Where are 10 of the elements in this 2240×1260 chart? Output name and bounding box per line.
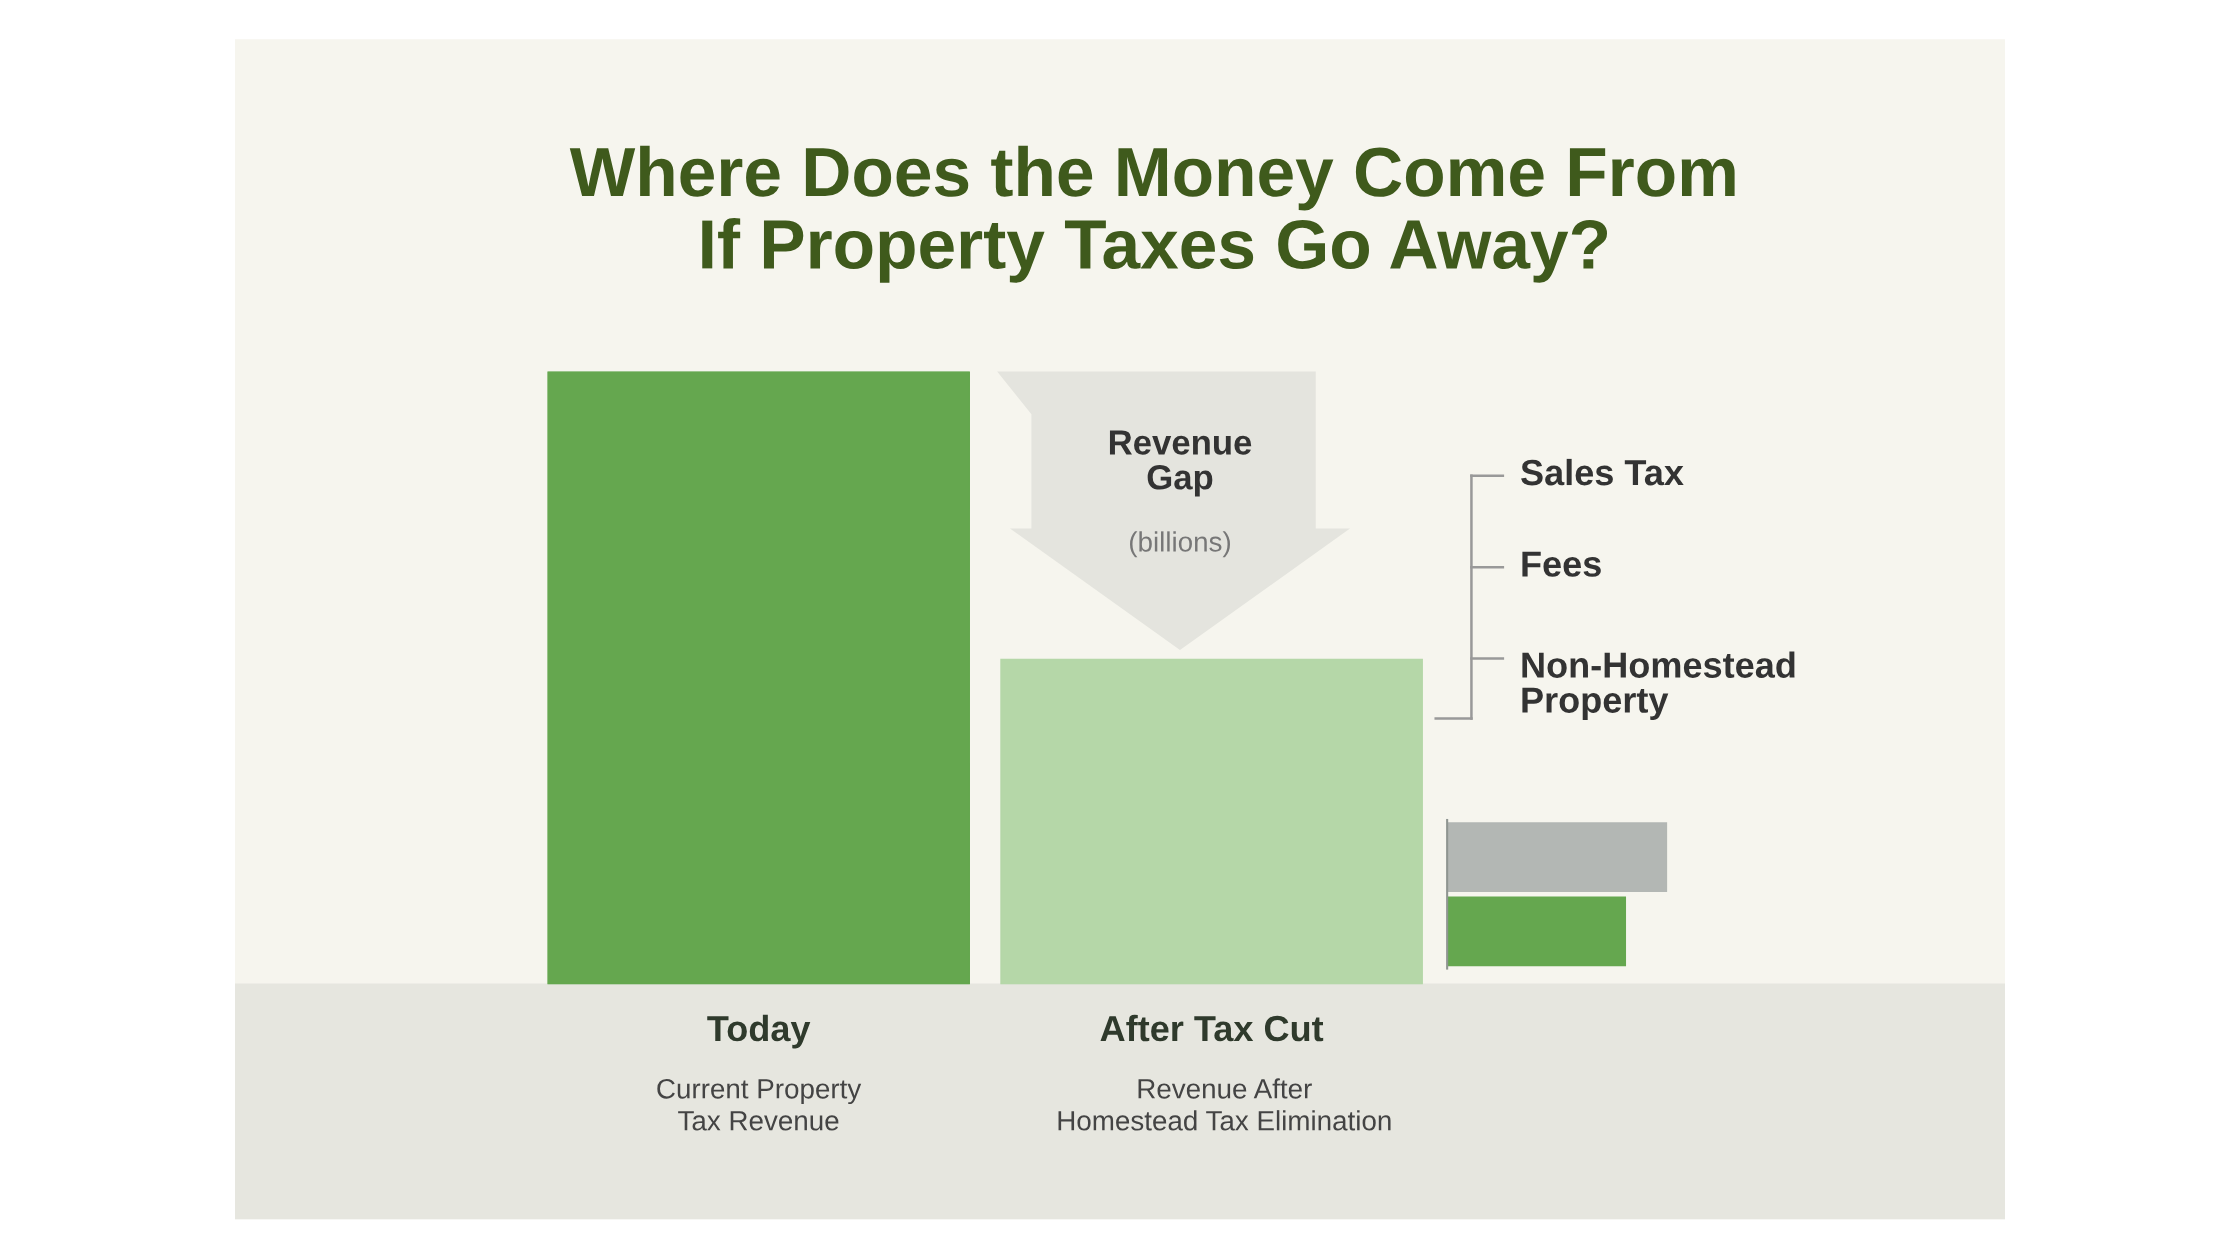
chart-title: Where Does the Money Come From If Property Taxes Go Away? [569, 145, 1735, 283]
text: Current Property Tax Revenue [657, 1078, 862, 1131]
text: Revenue After Homestead Tax Elimination [1058, 1078, 1391, 1131]
text: Fees [1522, 551, 1601, 577]
text: Sales Tax [1521, 458, 1684, 486]
annotation: Revenue Gap [1109, 430, 1252, 497]
x-tick-label: Today [707, 1014, 811, 1049]
text: Non-Homestead Property [1522, 651, 1795, 721]
x-tick-label: After Tax Cut [1100, 1014, 1324, 1042]
annotation: (billions) [1130, 531, 1230, 558]
